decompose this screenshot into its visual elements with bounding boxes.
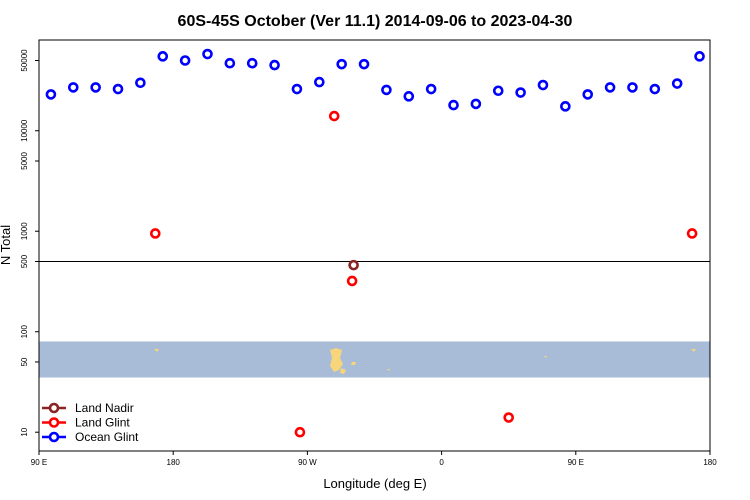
y-tick-label: 100 [20, 324, 29, 338]
data-point [671, 78, 683, 89]
data-point [686, 228, 698, 239]
x-tick-label: 90 W [298, 458, 317, 467]
ocean-band [39, 341, 710, 378]
data-point [649, 83, 661, 95]
data-point [314, 76, 325, 88]
data-point [269, 59, 280, 71]
chart-title: 60S-45S October (Ver 11.1) 2014-09-06 to… [178, 13, 573, 30]
geographic-map-band [39, 341, 710, 378]
land-patch [330, 348, 343, 372]
y-tick-label: 5000 [20, 152, 29, 170]
x-axis-label: Longitude (deg E) [323, 476, 426, 491]
data-point [157, 51, 169, 62]
data-point [381, 84, 392, 96]
data-point [604, 82, 616, 93]
legend-marker [48, 402, 60, 414]
x-tick-label: 0 [439, 458, 444, 467]
data-point [291, 83, 303, 95]
legend-label: Land Glint [75, 416, 130, 430]
data-point [336, 58, 347, 70]
legend-marker [48, 417, 60, 428]
x-tick-label: 90 E [568, 458, 584, 467]
data-point [328, 110, 340, 122]
data-point [537, 79, 549, 91]
data-point [294, 426, 306, 438]
data-point [358, 58, 370, 70]
data-points [45, 48, 705, 438]
y-tick-label: 1000 [20, 222, 29, 240]
plot-frame [38, 39, 711, 452]
data-point [582, 89, 594, 100]
data-point [425, 83, 437, 95]
data-point [627, 82, 638, 93]
data-point [694, 51, 705, 62]
data-point [224, 57, 236, 69]
data-point [560, 101, 571, 112]
legend-label: Ocean Glint [75, 430, 139, 444]
data-point [67, 82, 79, 93]
data-point [348, 259, 359, 271]
data-point [179, 55, 191, 66]
data-point [448, 99, 459, 111]
land-patch [691, 349, 696, 352]
x-tick-label: 90 E [31, 458, 47, 467]
data-point [503, 412, 515, 423]
x-tick-label: 180 [703, 458, 717, 467]
legend-label: Land Nadir [75, 401, 134, 415]
x-axis: 90 E 180 90 W 0 90 E 180 [31, 451, 717, 467]
y-tick-label: 10 [20, 427, 29, 436]
y-tick-label: 10000 [20, 119, 29, 142]
data-point [403, 91, 415, 102]
data-point [346, 275, 358, 287]
land-patch [351, 362, 356, 365]
data-point [150, 228, 161, 239]
land-patch [544, 356, 547, 358]
data-point [45, 89, 57, 100]
land-patch [154, 349, 159, 352]
y-axis-label: N Total [0, 225, 13, 265]
data-point [112, 83, 124, 95]
data-point [90, 82, 101, 93]
legend-marker [48, 431, 60, 443]
land-patch [387, 369, 390, 371]
y-tick-label: 50 [20, 357, 29, 366]
data-point [470, 98, 482, 110]
land-patch [340, 368, 346, 374]
data-point [202, 48, 213, 60]
y-tick-label: 50000 [20, 49, 29, 72]
data-point [135, 77, 146, 89]
data-point [492, 85, 504, 97]
x-tick-label: 180 [167, 458, 181, 467]
data-point [515, 87, 526, 98]
data-point [246, 57, 258, 69]
y-tick-label: 500 [20, 254, 29, 268]
y-axis: 10 50 100 500 1000 5000 10000 50000 [20, 49, 39, 437]
